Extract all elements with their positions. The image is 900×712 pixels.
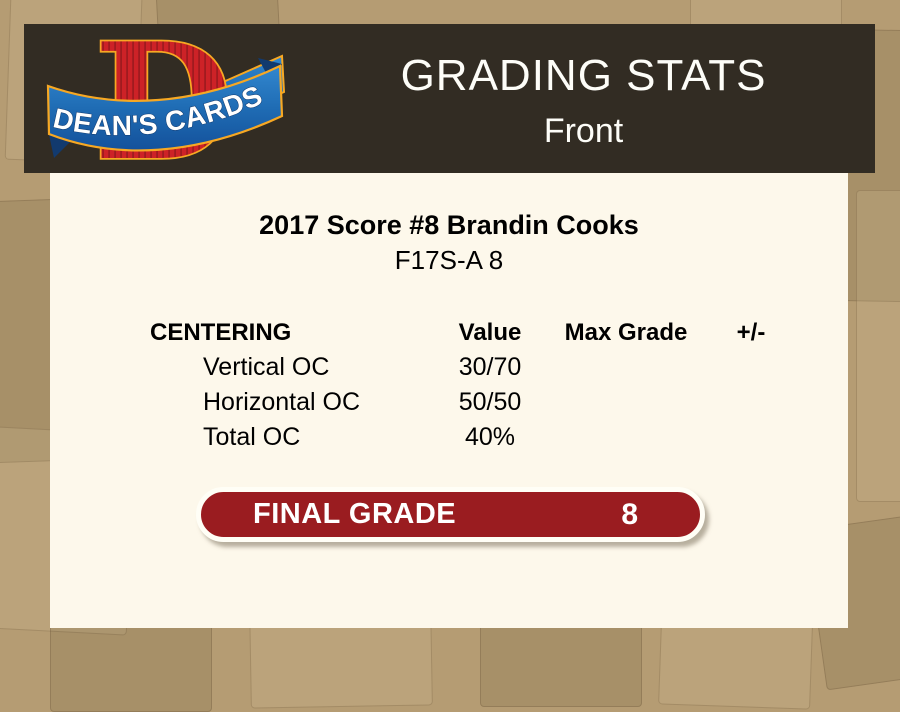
row-label: Horizontal OC: [203, 388, 360, 416]
background-card-shape: [856, 190, 900, 502]
final-grade-value: 8: [621, 497, 638, 531]
ribbon-band: [46, 64, 284, 152]
column-header-max-grade: Max Grade: [564, 318, 688, 346]
final-grade-button[interactable]: FINAL GRADE 8: [196, 487, 705, 542]
grading-stats-panel: 2017 Score #8 Brandin Cooks F17S-A 8 CEN…: [50, 173, 848, 628]
row-label: Total OC: [203, 423, 301, 451]
row-value: 50/50: [458, 388, 522, 416]
centering-table: CENTERING Value Max Grade +/- Vertical O…: [150, 315, 790, 455]
row-label: Vertical OC: [203, 353, 330, 381]
column-header-plus-minus: +/-: [736, 318, 766, 346]
header-text-block: GRADING STATS Front: [292, 51, 875, 151]
final-grade-label: FINAL GRADE: [253, 498, 457, 530]
card-title: 2017 Score #8 Brandin Cooks: [259, 210, 639, 240]
row-value: 40%: [464, 423, 516, 451]
page-title: GRADING STATS: [400, 51, 767, 100]
background-card-shape: [480, 615, 642, 707]
row-value: 30/70: [458, 353, 522, 381]
table-section-header: CENTERING: [150, 318, 292, 346]
page-subtitle: Front: [543, 112, 624, 150]
column-header-value: Value: [458, 318, 522, 346]
deans-cards-logo-graphic: D DEAN'S CARDS: [46, 6, 286, 198]
deans-cards-logo[interactable]: D DEAN'S CARDS: [46, 6, 286, 198]
card-code: F17S-A 8: [394, 245, 504, 275]
header-bar: D DEAN'S CARDS GRADING STATS Front: [24, 6, 875, 198]
